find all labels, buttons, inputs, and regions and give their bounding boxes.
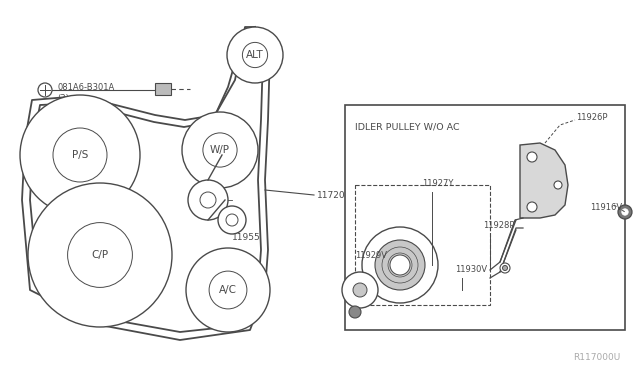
Text: 11720N: 11720N (317, 190, 353, 199)
Text: 11928P: 11928P (483, 221, 515, 230)
Text: 11916V: 11916V (590, 203, 622, 212)
Polygon shape (520, 143, 568, 218)
Text: P/S: P/S (72, 150, 88, 160)
Text: 11955: 11955 (232, 234, 260, 243)
Text: W/P: W/P (210, 145, 230, 155)
Text: R117000U: R117000U (573, 353, 620, 362)
Circle shape (188, 180, 228, 220)
Text: 11927Y: 11927Y (422, 179, 453, 187)
Circle shape (342, 272, 378, 308)
Ellipse shape (20, 95, 140, 215)
Circle shape (362, 227, 438, 303)
Circle shape (349, 306, 361, 318)
Circle shape (353, 283, 367, 297)
Ellipse shape (53, 128, 107, 182)
Text: C/P: C/P (92, 250, 109, 260)
Circle shape (218, 206, 246, 234)
Circle shape (500, 263, 510, 273)
Ellipse shape (28, 183, 172, 327)
Bar (355, 185, 490, 305)
Ellipse shape (68, 222, 132, 288)
Ellipse shape (227, 27, 283, 83)
Circle shape (622, 209, 628, 215)
Circle shape (375, 240, 425, 290)
Circle shape (527, 152, 537, 162)
Ellipse shape (209, 271, 247, 309)
Ellipse shape (186, 248, 270, 332)
Circle shape (527, 202, 537, 212)
Text: 11926P: 11926P (576, 112, 607, 122)
Circle shape (502, 266, 508, 270)
Text: 11930V: 11930V (455, 266, 487, 275)
Circle shape (38, 83, 52, 97)
Bar (155, 83, 171, 95)
Circle shape (200, 192, 216, 208)
Circle shape (618, 205, 632, 219)
Bar (345, 105, 625, 330)
Text: A/C: A/C (219, 285, 237, 295)
Ellipse shape (203, 133, 237, 167)
Circle shape (226, 214, 238, 226)
Circle shape (390, 255, 410, 275)
Ellipse shape (182, 112, 258, 188)
Text: (3): (3) (57, 94, 69, 103)
Text: IDLER PULLEY W/O AC: IDLER PULLEY W/O AC (355, 123, 460, 132)
Circle shape (554, 181, 562, 189)
Text: 081A6-B301A: 081A6-B301A (57, 83, 115, 92)
Ellipse shape (243, 42, 268, 68)
Text: ALT: ALT (246, 50, 264, 60)
Text: 11929V: 11929V (355, 250, 387, 260)
